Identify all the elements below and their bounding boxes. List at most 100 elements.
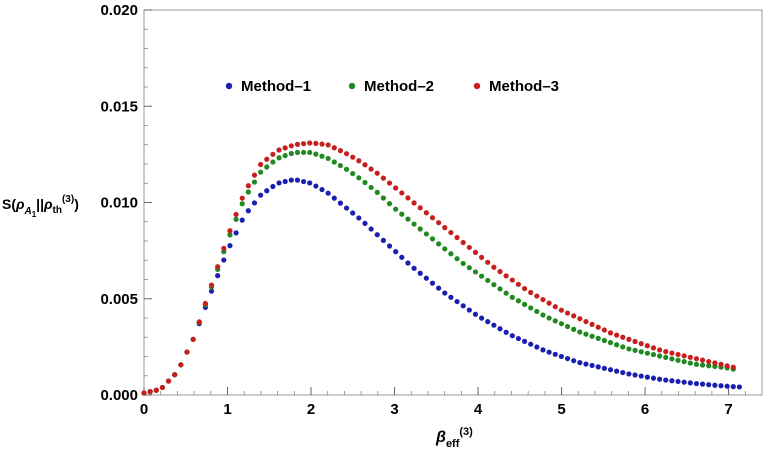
legend-marker xyxy=(348,82,356,90)
data-point xyxy=(221,245,227,251)
data-point xyxy=(221,257,227,263)
data-point xyxy=(614,332,620,338)
data-point xyxy=(423,231,429,237)
data-point xyxy=(528,289,534,296)
data-point xyxy=(589,362,595,369)
data-point xyxy=(178,362,184,368)
data-point xyxy=(620,334,626,340)
data-point xyxy=(411,221,417,227)
data-point xyxy=(319,141,325,147)
data-point xyxy=(620,344,626,350)
data-point xyxy=(417,226,423,232)
data-point xyxy=(294,177,301,183)
data-point xyxy=(442,225,448,231)
legend-label: Method–2 xyxy=(364,78,434,95)
data-point xyxy=(546,300,552,306)
data-point xyxy=(472,269,479,275)
data-point xyxy=(687,380,693,386)
data-point xyxy=(521,285,528,292)
data-point xyxy=(534,344,540,350)
data-point xyxy=(687,360,693,366)
data-point xyxy=(564,355,571,362)
data-point xyxy=(503,329,509,335)
data-point xyxy=(258,192,264,198)
data-point xyxy=(405,195,411,201)
data-point xyxy=(644,343,650,349)
data-point xyxy=(245,189,251,195)
data-point xyxy=(362,162,368,168)
data-point xyxy=(607,330,614,336)
data-point xyxy=(724,383,730,389)
data-point xyxy=(534,308,540,315)
data-point xyxy=(215,273,221,279)
data-point xyxy=(644,350,650,356)
data-point xyxy=(399,190,405,196)
data-point xyxy=(638,341,644,347)
y-tick-label: 0.015 xyxy=(100,98,138,115)
data-point xyxy=(343,205,350,211)
data-point xyxy=(638,349,644,355)
data-point xyxy=(264,188,270,194)
data-point xyxy=(202,300,208,307)
data-point xyxy=(491,322,497,328)
plot-border xyxy=(143,9,763,396)
data-point xyxy=(300,178,307,185)
data-point xyxy=(386,243,393,249)
data-point xyxy=(184,349,190,355)
series-2 xyxy=(141,149,736,396)
data-point xyxy=(307,140,313,146)
data-point xyxy=(681,353,687,359)
data-point xyxy=(491,264,497,270)
data-point xyxy=(454,298,460,305)
data-point xyxy=(509,333,515,339)
data-point xyxy=(374,232,380,238)
data-point xyxy=(693,380,700,387)
data-point xyxy=(270,183,276,190)
data-point xyxy=(159,384,166,391)
data-point xyxy=(466,265,472,271)
data-point xyxy=(251,179,258,185)
data-point xyxy=(448,294,454,300)
data-point xyxy=(552,304,558,310)
data-point xyxy=(282,153,288,159)
data-point xyxy=(147,389,153,395)
data-point xyxy=(251,200,258,206)
data-point xyxy=(650,351,657,358)
data-point xyxy=(693,356,700,362)
data-point xyxy=(564,310,571,316)
data-point xyxy=(730,384,736,390)
data-point xyxy=(601,337,607,344)
data-point xyxy=(699,381,706,387)
y-axis-ticks: 0.000 0.005 0.010 0.015 0.020 xyxy=(100,2,152,404)
data-point xyxy=(571,358,577,364)
data-point xyxy=(386,201,393,207)
data-point xyxy=(258,161,264,168)
x-tick-label: 6 xyxy=(641,401,649,418)
data-point xyxy=(374,170,380,176)
data-point xyxy=(368,184,374,191)
data-point xyxy=(393,249,399,255)
data-point xyxy=(552,318,558,324)
data-point xyxy=(448,229,454,236)
data-point xyxy=(601,365,607,371)
data-point xyxy=(693,361,700,367)
data-point xyxy=(380,175,386,181)
x-axis-label: βeff(3) xyxy=(435,426,473,449)
data-point xyxy=(300,141,307,147)
data-point xyxy=(343,166,350,172)
data-point xyxy=(282,145,288,151)
data-point xyxy=(577,316,583,322)
data-point xyxy=(534,293,540,299)
data-point xyxy=(521,301,528,307)
data-point xyxy=(436,220,442,226)
data-point xyxy=(239,217,245,223)
data-point xyxy=(583,361,589,367)
data-point xyxy=(399,211,405,217)
data-point xyxy=(669,378,675,384)
data-point xyxy=(479,273,485,279)
data-point xyxy=(325,142,331,148)
data-point xyxy=(546,349,552,355)
data-point xyxy=(657,376,663,382)
x-axis-ticks: 0 1 2 3 4 5 6 7 xyxy=(140,387,746,418)
x-tick-label: 7 xyxy=(724,401,732,418)
